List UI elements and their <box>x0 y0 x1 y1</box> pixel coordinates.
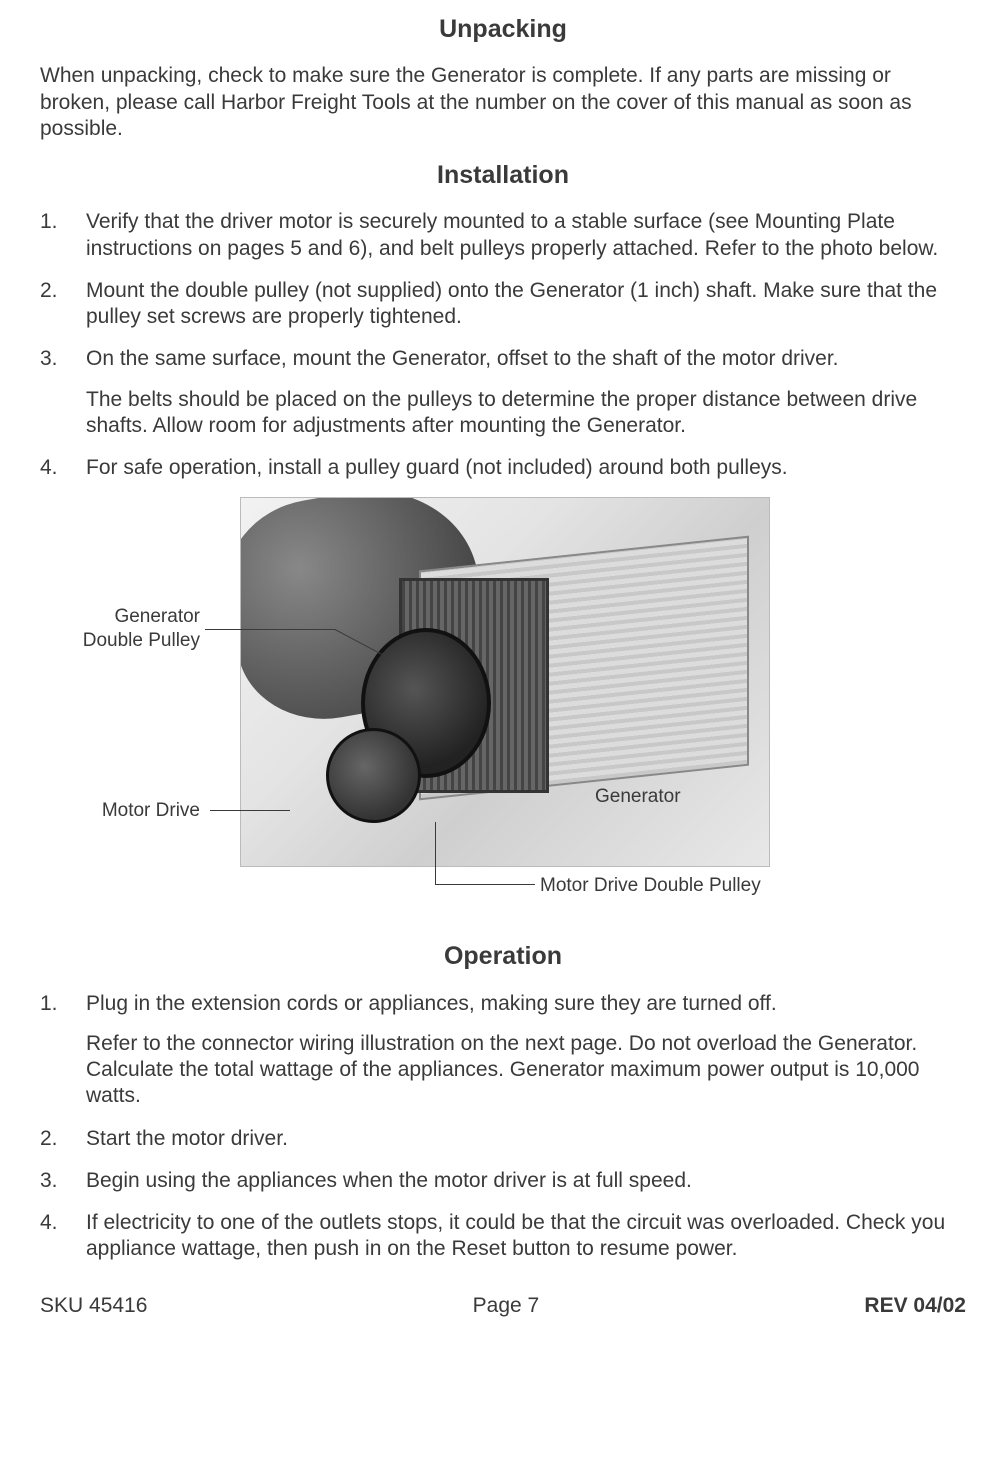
list-item: 4. If electricity to one of the outlets … <box>40 1210 966 1263</box>
list-text: The belts should be placed on the pulley… <box>86 387 966 440</box>
installation-list: 1. Verify that the driver motor is secur… <box>40 209 966 481</box>
callout-leader-line <box>435 884 535 885</box>
list-item: 1. Verify that the driver motor is secur… <box>40 209 966 262</box>
list-text: If electricity to one of the outlets sto… <box>86 1210 966 1263</box>
list-number: 3. <box>40 346 86 439</box>
footer-sku: SKU 45416 <box>40 1293 147 1319</box>
heading-installation: Installation <box>40 160 966 191</box>
callout-text-line: Double Pulley <box>40 629 200 653</box>
para-unpacking: When unpacking, check to make sure the G… <box>40 63 966 142</box>
callout-motor-drive: Motor Drive <box>40 799 200 823</box>
list-item: 1. Plug in the extension cords or applia… <box>40 991 966 1110</box>
list-text: Start the motor driver. <box>86 1126 966 1152</box>
callout-leader-line <box>205 629 335 630</box>
callout-leader-line <box>435 822 436 884</box>
list-text: Refer to the connector wiring illustrati… <box>86 1031 966 1110</box>
callout-leader-line <box>210 810 290 811</box>
callout-motor-drive-double-pulley: Motor Drive Double Pulley <box>540 874 761 898</box>
heading-operation: Operation <box>40 941 966 972</box>
list-number: 1. <box>40 991 86 1110</box>
list-text: For safe operation, install a pulley gua… <box>86 455 966 481</box>
installation-figure: Generator Double Pulley Motor Drive Gene… <box>40 497 966 917</box>
footer-page: Page 7 <box>473 1293 540 1319</box>
list-item: 3. Begin using the appliances when the m… <box>40 1168 966 1194</box>
list-text: Verify that the driver motor is securely… <box>86 209 966 262</box>
photo-pulley-small <box>326 728 421 823</box>
footer-rev: REV 04/02 <box>864 1293 966 1319</box>
list-text: On the same surface, mount the Generator… <box>86 346 966 372</box>
callout-generator-double-pulley: Generator Double Pulley <box>40 605 200 653</box>
list-number: 4. <box>40 1210 86 1263</box>
list-item: 2. Start the motor driver. <box>40 1126 966 1152</box>
list-text: Begin using the appliances when the moto… <box>86 1168 966 1194</box>
list-number: 2. <box>40 1126 86 1152</box>
callout-generator: Generator <box>595 785 681 809</box>
heading-unpacking: Unpacking <box>40 14 966 45</box>
list-item: 3. On the same surface, mount the Genera… <box>40 346 966 439</box>
list-number: 1. <box>40 209 86 262</box>
photo-placeholder <box>240 497 770 867</box>
list-item: 4. For safe operation, install a pulley … <box>40 455 966 481</box>
list-number: 4. <box>40 455 86 481</box>
list-number: 2. <box>40 278 86 331</box>
list-text: Mount the double pulley (not supplied) o… <box>86 278 966 331</box>
page-footer: SKU 45416 Page 7 REV 04/02 <box>40 1293 966 1319</box>
list-number: 3. <box>40 1168 86 1194</box>
list-item: 2. Mount the double pulley (not supplied… <box>40 278 966 331</box>
operation-list: 1. Plug in the extension cords or applia… <box>40 991 966 1263</box>
callout-text-line: Generator <box>40 605 200 629</box>
list-text: Plug in the extension cords or appliance… <box>86 991 966 1017</box>
